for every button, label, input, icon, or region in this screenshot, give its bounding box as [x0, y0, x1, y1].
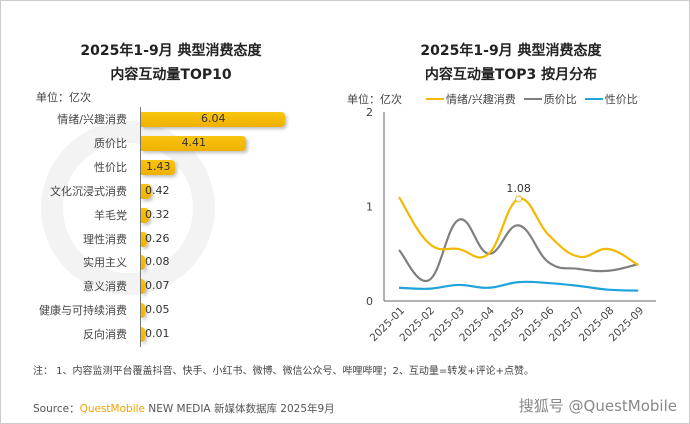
legend: 情绪/兴趣消费 质价比 性价比: [426, 91, 638, 107]
data-point-marker: [515, 195, 523, 203]
bar-value-label: 0.42: [145, 183, 170, 197]
bar-category-label: 理性消费: [83, 232, 127, 246]
credit: 搜狐号 @QuestMobile: [518, 397, 677, 415]
source-brand: QuestMobile: [79, 403, 145, 415]
bar-value-label: 0.07: [145, 279, 170, 293]
bar-value-label: 6.04: [201, 112, 226, 125]
bar-category-label: 实用主义: [83, 256, 127, 270]
source: Source：QuestMobile NEW MEDIA 新媒体数据库 2025…: [33, 401, 335, 416]
legend-item: 性价比: [584, 91, 638, 107]
bar-category-label: 反向消费: [83, 328, 127, 342]
right-title-line2: 内容互动量TOP3 按月分布: [424, 67, 598, 83]
bar-category-label: 文化沉浸式消费: [50, 184, 127, 198]
right-chart-title: 2025年1-9月 典型消费态度 内容互动量TOP3 按月分布: [381, 39, 641, 87]
bar: [141, 255, 145, 271]
left-unit-label: 单位：亿次: [36, 91, 91, 104]
right-title-line1: 2025年1-9月 典型消费态度: [420, 43, 602, 59]
footnote: 注： 1、内容监测平台覆盖抖音、快手、小红书、微博、微信公众号、哔哩哔哩；2、互…: [33, 366, 535, 377]
bar-category-label: 质价比: [94, 136, 127, 150]
bar-value-label: 1.43: [146, 159, 171, 173]
right-unit-label: 单位：亿次: [347, 93, 402, 106]
legend-item: 情绪/兴趣消费: [426, 91, 516, 107]
bar-value-label: 0.26: [145, 231, 170, 245]
bar: [141, 327, 145, 343]
bar-value-label: 0.32: [145, 207, 170, 221]
y-tick-label: 0: [366, 295, 373, 308]
bar: [141, 207, 149, 223]
bar-value-label: 0.05: [145, 303, 170, 317]
legend-label: 质价比: [543, 93, 577, 106]
bar: [141, 231, 148, 247]
bar: [141, 159, 176, 175]
bar: [141, 183, 151, 199]
source-prefix: Source：: [33, 403, 80, 415]
series-line: [398, 196, 639, 267]
bar-axis: [140, 107, 141, 347]
bar-category-label: 羊毛党: [94, 208, 127, 222]
legend-item: 质价比: [523, 91, 577, 107]
bar: [141, 279, 145, 295]
bar-value-label: 0.01: [145, 327, 170, 341]
left-chart-title: 2025年1-9月 典型消费态度 内容互动量TOP10: [41, 39, 301, 87]
bar-category-label: 健康与可持续消费: [39, 304, 127, 318]
data-label: 1.08: [506, 182, 531, 195]
series-line: [398, 280, 639, 292]
bar-category-label: 性价比: [94, 160, 127, 174]
series-line: [398, 218, 639, 282]
source-text: NEW MEDIA 新媒体数据库 2025年9月: [145, 403, 335, 415]
bar: [141, 112, 285, 127]
bar-value-label: 4.41: [181, 135, 207, 149]
y-tick-label: 1: [366, 201, 373, 214]
bar-value-label: 0.08: [145, 255, 170, 269]
y-tick-label: 2: [366, 106, 373, 119]
bar: [141, 303, 145, 319]
bar-category-label: 意义消费: [83, 280, 127, 294]
left-title-line1: 2025年1-9月 典型消费态度: [80, 43, 262, 59]
bar-category-label: 情绪/兴趣消费: [57, 113, 127, 126]
bar: [141, 135, 247, 151]
left-title-line2: 内容互动量TOP10: [110, 67, 232, 83]
legend-label: 性价比: [604, 93, 638, 106]
legend-label: 情绪/兴趣消费: [446, 93, 516, 106]
